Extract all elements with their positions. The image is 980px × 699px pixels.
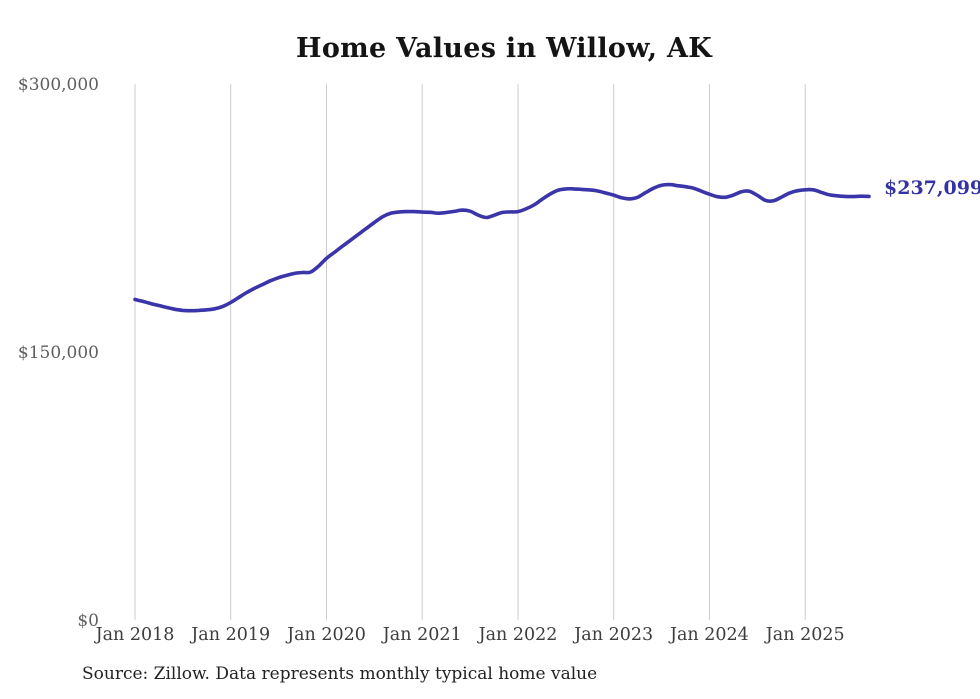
value-line bbox=[133, 182, 871, 313]
x-tick-label: Jan 2022 bbox=[477, 625, 558, 645]
y-tick-label: $0 bbox=[77, 611, 99, 631]
source-note: Source: Zillow. Data represents monthly … bbox=[82, 664, 598, 684]
latest-value-label: $237,099 bbox=[884, 177, 980, 199]
y-tick-label: $300,000 bbox=[18, 75, 99, 95]
x-tick-label: Jan 2021 bbox=[381, 625, 462, 645]
x-tick-label: Jan 2024 bbox=[668, 625, 749, 645]
x-tick-label: Jan 2023 bbox=[572, 625, 653, 645]
x-tick-label: Jan 2020 bbox=[285, 625, 366, 645]
y-tick-label: $150,000 bbox=[18, 343, 99, 363]
x-tick-label: Jan 2025 bbox=[764, 625, 845, 645]
chart-title: Home Values in Willow, AK bbox=[296, 33, 712, 64]
x-tick-label: Jan 2018 bbox=[94, 625, 175, 645]
x-tick-label: Jan 2019 bbox=[189, 625, 270, 645]
